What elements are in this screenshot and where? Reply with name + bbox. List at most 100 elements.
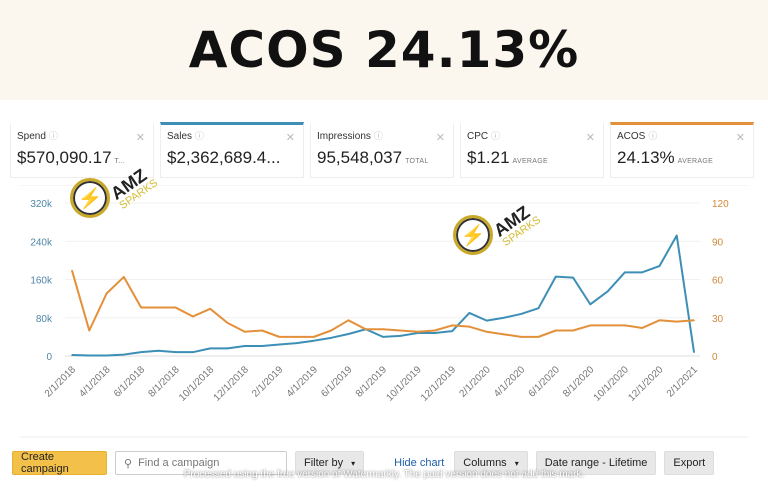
data-point-acos [520, 336, 523, 338]
info-icon[interactable]: ⓘ [648, 131, 658, 141]
date-range-button[interactable]: Date range - Lifetime [535, 451, 657, 475]
amz-sparks-logo: ⚡ AMZ SPARKS [453, 201, 543, 255]
data-point-acos [209, 308, 212, 310]
data-point-sales [589, 303, 592, 306]
metric-label: Spend [17, 131, 46, 142]
create-campaign-button[interactable]: Create campaign [12, 451, 107, 475]
data-point-acos [434, 329, 436, 332]
data-point-sales [313, 339, 315, 342]
x-tick-label: 6/1/2019 [319, 364, 355, 400]
data-point-acos [554, 329, 557, 332]
data-point-sales [192, 351, 194, 353]
close-icon[interactable]: ✕ [285, 132, 295, 144]
data-point-sales [157, 349, 160, 352]
close-icon[interactable]: ✕ [735, 132, 745, 144]
metric-card-impressions[interactable]: Impressions ⓘ ✕ 95,548,037 TOTAL [310, 122, 454, 178]
data-point-sales [261, 345, 263, 347]
data-point-acos [192, 315, 194, 318]
metric-suffix: AVERAGE [512, 158, 548, 165]
data-point-sales [606, 290, 609, 293]
data-point-sales [537, 307, 540, 309]
data-point-acos [330, 329, 332, 332]
data-point-sales [243, 345, 246, 347]
metric-cards: Spend ⓘ ✕ $570,090.17 T... Sales ⓘ ✕ $2,362… [10, 122, 754, 178]
x-tick-label: 2/1/2021 [665, 364, 701, 400]
chevron-down-icon: ▾ [514, 458, 519, 468]
filter-by-dropdown[interactable]: Filter by ▾ [295, 451, 365, 475]
data-point-acos [572, 329, 574, 332]
hero-title: ACOS 24.13% [188, 21, 580, 79]
metric-value: $1.21 [467, 148, 510, 167]
search-placeholder: Find a campaign [138, 457, 220, 469]
metric-card-cpc[interactable]: CPC ⓘ ✕ $1.21 AVERAGE [460, 122, 604, 178]
data-point-acos [123, 276, 125, 278]
data-point-sales [278, 343, 281, 346]
data-point-acos [693, 319, 695, 322]
data-point-sales [451, 330, 453, 332]
lightning-icon: ⚡ [453, 215, 493, 255]
info-icon[interactable]: ⓘ [195, 131, 205, 141]
x-tick-label: 6/1/2018 [112, 364, 148, 400]
metric-value: $2,362,689.4... [167, 148, 281, 167]
data-point-sales [71, 354, 73, 356]
hero-banner: ACOS 24.13% [0, 0, 768, 100]
data-point-sales [520, 313, 523, 315]
y-right-tick-label: 0 [712, 352, 718, 363]
filter-label: Filter by [304, 457, 344, 469]
data-point-sales [347, 333, 350, 335]
campaign-search-input[interactable]: ⚲ Find a campaign [115, 451, 287, 475]
metric-card-spend[interactable]: Spend ⓘ ✕ $570,090.17 T... [10, 122, 154, 178]
close-icon[interactable]: ✕ [435, 132, 445, 144]
data-point-sales [641, 271, 643, 274]
metric-card-acos[interactable]: ACOS ⓘ ✕ 24.13% AVERAGE [610, 122, 754, 178]
metric-value: $570,090.17 [17, 148, 112, 167]
x-tick-label: 4/1/2020 [492, 364, 528, 400]
data-point-acos [451, 324, 453, 327]
data-point-sales [382, 336, 384, 338]
x-tick-label: 10/1/2018 [177, 364, 217, 404]
y-left-tick-label: 160k [30, 276, 53, 287]
data-point-acos [624, 324, 626, 327]
data-point-sales [88, 354, 91, 357]
data-point-acos [71, 269, 73, 272]
data-point-acos [589, 324, 592, 327]
data-point-sales [295, 342, 298, 344]
y-left-tick-label: 80k [36, 314, 53, 325]
data-point-acos [675, 320, 678, 323]
x-tick-label: 10/1/2020 [592, 364, 632, 404]
x-tick-label: 6/1/2020 [527, 364, 563, 400]
metric-card-sales[interactable]: Sales ⓘ ✕ $2,362,689.4... [160, 122, 304, 178]
close-icon[interactable]: ✕ [135, 132, 145, 144]
data-point-sales [140, 351, 142, 353]
data-point-sales [658, 265, 661, 267]
close-icon[interactable]: ✕ [585, 132, 595, 144]
export-button[interactable]: Export [664, 451, 715, 475]
data-point-acos [641, 327, 643, 329]
metric-suffix: T... [114, 158, 126, 165]
x-tick-label: 8/1/2018 [146, 364, 182, 400]
amz-sparks-logo: ⚡ AMZ SPARKS [70, 164, 160, 218]
metric-suffix: AVERAGE [677, 158, 714, 165]
info-icon[interactable]: ⓘ [48, 131, 58, 141]
x-tick-label: 4/1/2019 [285, 364, 321, 400]
data-point-acos [261, 329, 263, 332]
metric-suffix: TOTAL [405, 158, 429, 165]
info-icon[interactable]: ⓘ [373, 131, 383, 141]
columns-dropdown[interactable]: Columns ▾ [454, 451, 528, 475]
data-point-acos [606, 324, 609, 327]
hide-chart-link[interactable]: Hide chart [394, 457, 445, 469]
x-tick-label: 12/1/2018 [212, 364, 252, 404]
y-left-tick-label: 240k [30, 237, 53, 248]
y-right-tick-label: 30 [712, 314, 724, 325]
series-line-acos [71, 270, 695, 338]
info-icon[interactable]: ⓘ [491, 131, 501, 141]
data-point-sales [572, 276, 574, 279]
campaign-toolbar: Create campaign ⚲ Find a campaign Filter … [12, 450, 756, 476]
data-point-sales [330, 337, 332, 339]
y-left-tick-label: 0 [46, 352, 52, 363]
data-point-acos [382, 328, 384, 331]
data-point-sales [174, 351, 177, 353]
data-point-acos [157, 306, 160, 309]
data-point-sales [624, 271, 626, 274]
